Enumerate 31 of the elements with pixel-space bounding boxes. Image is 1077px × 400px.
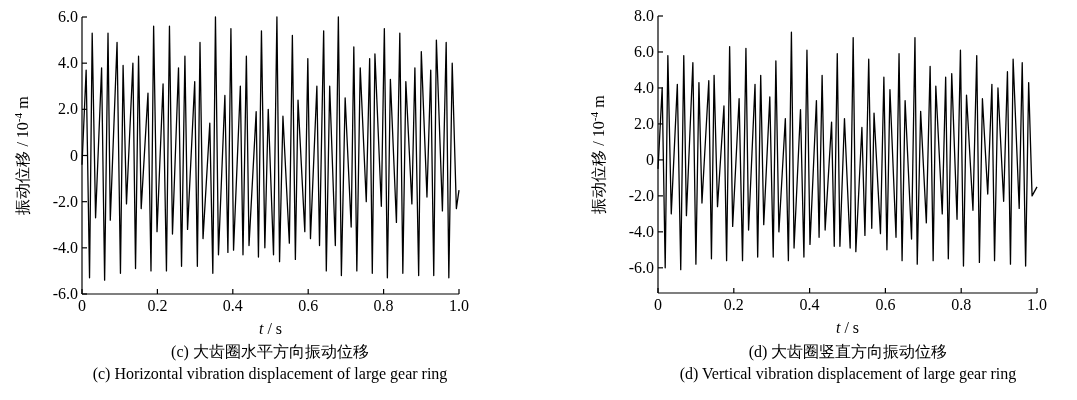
x-tick-label: 1.0 xyxy=(449,297,469,314)
text: (c) 大齿圈水平方向振动位移 xyxy=(171,343,369,361)
text: (d) 大齿圈竖直方向振动位移 xyxy=(748,343,948,361)
x-tick-label: 0.8 xyxy=(373,297,394,314)
y-tick-label: -2.0 xyxy=(52,192,78,210)
x-tick-label: 0.4 xyxy=(222,297,243,314)
x-tick-label: 0.6 xyxy=(298,297,319,314)
y-tick-label: 2.0 xyxy=(58,100,78,118)
y-tick-label: 6.0 xyxy=(58,8,78,25)
y-tick-label: 6.0 xyxy=(634,42,654,60)
x-tick-label: 0.2 xyxy=(147,297,168,314)
x-axis-title: t / s xyxy=(258,320,283,337)
y-tick-label: -2.0 xyxy=(628,186,654,204)
text: (d) Vertical vibration displacement of large gear ring xyxy=(679,365,1017,383)
text: (c) Horizontal vibration displacement of large gear ring xyxy=(92,365,448,383)
x-axis-title: t / s xyxy=(835,319,860,336)
y-tick-label: -4.0 xyxy=(52,238,78,256)
y-tick-label: 2.0 xyxy=(634,114,654,132)
y-tick-label: -6.0 xyxy=(52,285,78,302)
y-tick-label: -4.0 xyxy=(628,222,654,240)
x-tick-label: 0.4 xyxy=(799,296,820,313)
y-tick-label: -6.0 xyxy=(628,258,654,276)
y-tick-label: 8.0 xyxy=(634,7,654,24)
x-tick-label: 0.6 xyxy=(875,296,896,313)
y-tick-label: 0 xyxy=(646,150,654,168)
x-tick-label: 0.2 xyxy=(723,296,744,313)
x-tick-label: 1.0 xyxy=(1027,296,1047,313)
y-tick-label: 4.0 xyxy=(634,78,654,96)
x-tick-label: 0.8 xyxy=(951,296,972,313)
y-tick-label: 0 xyxy=(70,146,78,164)
y-tick-label: 4.0 xyxy=(58,54,78,72)
